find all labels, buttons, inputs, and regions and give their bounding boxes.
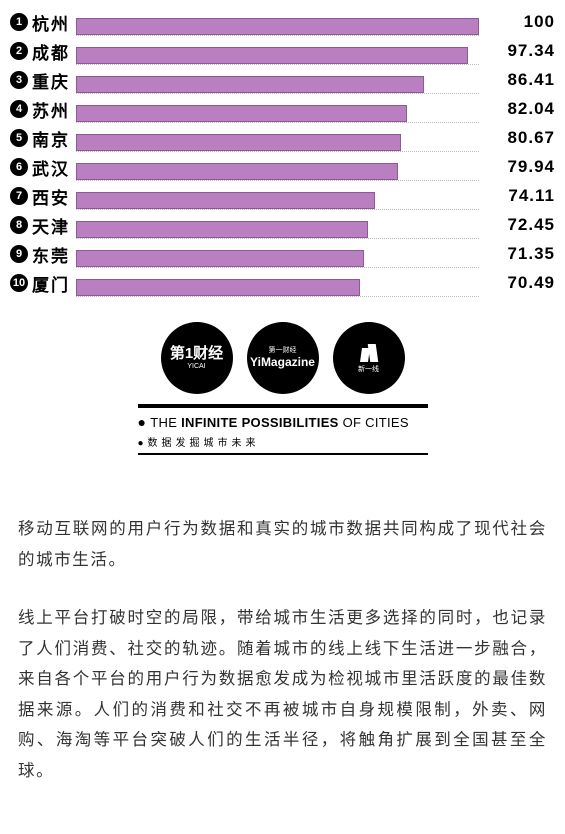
chart-row: 4苏州 82.04: [10, 95, 555, 123]
value-label: 80.67: [489, 128, 555, 148]
chart-row: 5南京 80.67: [10, 124, 555, 152]
logo-subtext: 第一财经: [269, 347, 297, 355]
logo-text: YiMagazine: [250, 355, 315, 369]
logo-subtext: 新一线: [358, 366, 379, 374]
city-name: 西安: [32, 184, 76, 209]
rank-badge: 9: [10, 245, 28, 263]
bar-track: [76, 124, 479, 152]
tagline-english: ●THE INFINITE POSSIBILITIES OF CITIES: [138, 414, 428, 430]
rank-badge: 5: [10, 129, 28, 147]
bar-track: [76, 269, 479, 297]
city-ranking-chart: 1杭州 100 2成都 97.34 3重庆 86.41 4苏州 82.04 5南京 80.67 6武…: [0, 0, 565, 297]
bar-fill: [76, 105, 407, 122]
rank-badge: 8: [10, 216, 28, 234]
bar-track: [76, 95, 479, 123]
paragraph: 线上平台打破时空的局限，带给城市生活更多选择的同时，也记录了人们消费、社交的轨迹…: [18, 603, 547, 786]
city-name: 天津: [32, 213, 76, 238]
rank-badge: 3: [10, 71, 28, 89]
bar-track: [76, 37, 479, 65]
value-label: 79.94: [489, 157, 555, 177]
chart-row: 8天津 72.45: [10, 211, 555, 239]
bar-fill: [76, 192, 375, 209]
bar-fill: [76, 47, 468, 64]
city-name: 东莞: [32, 242, 76, 267]
rank-badge: 4: [10, 100, 28, 118]
chart-row: 1杭州 100: [10, 8, 555, 36]
chart-row: 3重庆 86.41: [10, 66, 555, 94]
logo-subtext: YICAI: [187, 363, 205, 371]
value-label: 74.11: [489, 186, 555, 206]
city-name: 武汉: [32, 155, 76, 180]
chart-row: 2成都 97.34: [10, 37, 555, 65]
value-label: 72.45: [489, 215, 555, 235]
building-icon: [358, 342, 380, 364]
bar-fill: [76, 134, 401, 151]
bar-track: [76, 8, 479, 36]
bar-track: [76, 211, 479, 239]
logo-text: 第1财经: [170, 345, 223, 363]
bar-fill: [76, 250, 364, 267]
value-label: 82.04: [489, 99, 555, 119]
rank-badge: 1: [10, 13, 28, 31]
rank-badge: 10: [10, 274, 28, 292]
chart-row: 9东莞 71.35: [10, 240, 555, 268]
bar-track: [76, 153, 479, 181]
bar-track: [76, 240, 479, 268]
city-name: 南京: [32, 126, 76, 151]
city-name: 杭州: [32, 10, 76, 35]
city-name: 苏州: [32, 97, 76, 122]
rank-badge: 6: [10, 158, 28, 176]
chart-row: 7西安 74.11: [10, 182, 555, 210]
bar-fill: [76, 76, 424, 93]
paragraph: 移动互联网的用户行为数据和真实的城市数据共同构成了现代社会的城市生活。: [18, 514, 547, 575]
value-label: 86.41: [489, 70, 555, 90]
city-name: 成都: [32, 39, 76, 64]
bar-fill: [76, 163, 398, 180]
rank-badge: 2: [10, 42, 28, 60]
city-name: 厦门: [32, 271, 76, 296]
tagline-chinese: ●数据发掘城市未来: [138, 434, 428, 449]
divider: [138, 453, 428, 455]
logo-yicai: 第1财经 YICAI: [161, 322, 233, 394]
brand-logos: 第1财经 YICAI 第一财经 YiMagazine 新一线: [138, 322, 428, 394]
value-label: 70.49: [489, 273, 555, 293]
chart-row: 6武汉 79.94: [10, 153, 555, 181]
logo-rising: 新一线: [333, 322, 405, 394]
bar-fill: [76, 279, 360, 296]
article-body: 移动互联网的用户行为数据和真实的城市数据共同构成了现代社会的城市生活。 线上平台…: [0, 459, 565, 834]
city-name: 重庆: [32, 68, 76, 93]
bar-track: [76, 66, 479, 94]
value-label: 71.35: [489, 244, 555, 264]
chart-row: 10厦门 70.49: [10, 269, 555, 297]
logo-yimagazine: 第一财经 YiMagazine: [247, 322, 319, 394]
bar-fill: [76, 18, 479, 35]
brand-footer: 第1财经 YICAI 第一财经 YiMagazine 新一线 ●THE INFI…: [138, 322, 428, 455]
rank-badge: 7: [10, 187, 28, 205]
bar-track: [76, 182, 479, 210]
bar-fill: [76, 221, 368, 238]
value-label: 100: [489, 12, 555, 32]
value-label: 97.34: [489, 41, 555, 61]
divider: [138, 404, 428, 408]
